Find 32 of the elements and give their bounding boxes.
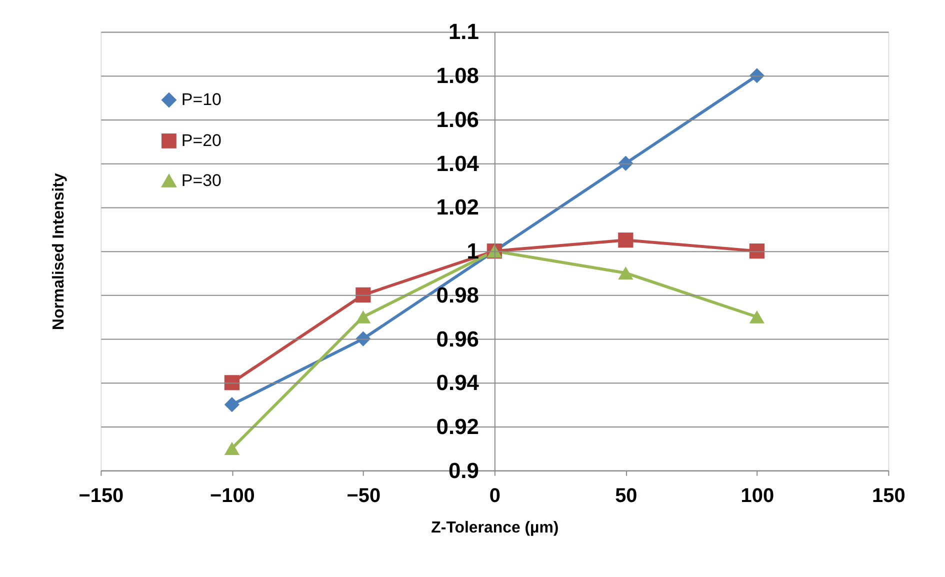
x-tick-label: 0	[489, 484, 500, 507]
point	[356, 287, 371, 302]
point	[224, 442, 240, 455]
y-tick-label: 0.9	[448, 458, 479, 483]
y-tick-label: 0.94	[436, 370, 480, 396]
y-tick-label: 1.06	[436, 106, 479, 132]
y-tick-label: 0.96	[436, 326, 479, 352]
legend-label: P=30	[181, 170, 222, 190]
point	[618, 232, 634, 248]
legend-label: P=20	[181, 130, 222, 150]
x-tick-label: 50	[615, 484, 638, 507]
y-axis-title: Normalised Intensity	[50, 173, 68, 330]
point	[749, 244, 764, 259]
x-tick-label: −150	[78, 484, 124, 507]
x-tick-label: 100	[740, 484, 774, 507]
legend-label: P=10	[181, 90, 222, 110]
point	[224, 397, 240, 412]
y-tick-label: 0.98	[436, 282, 479, 308]
point	[224, 375, 240, 390]
x-axis-title: Z-Tolerance (µm)	[431, 520, 559, 537]
point	[356, 310, 371, 324]
point	[618, 266, 634, 280]
point	[749, 310, 764, 324]
y-tick-label: 1.04	[436, 150, 480, 176]
x-tick-label: −100	[210, 484, 255, 507]
y-tick-label: 1.08	[436, 63, 479, 88]
y-tick-label: 1.1	[448, 19, 479, 44]
x-tick-label: −50	[346, 484, 381, 507]
y-tick-label: 1.02	[436, 194, 479, 220]
y-tick-label: 1	[466, 238, 479, 264]
y-tick-label: 0.92	[436, 414, 479, 439]
x-tick-label: 150	[872, 484, 906, 507]
